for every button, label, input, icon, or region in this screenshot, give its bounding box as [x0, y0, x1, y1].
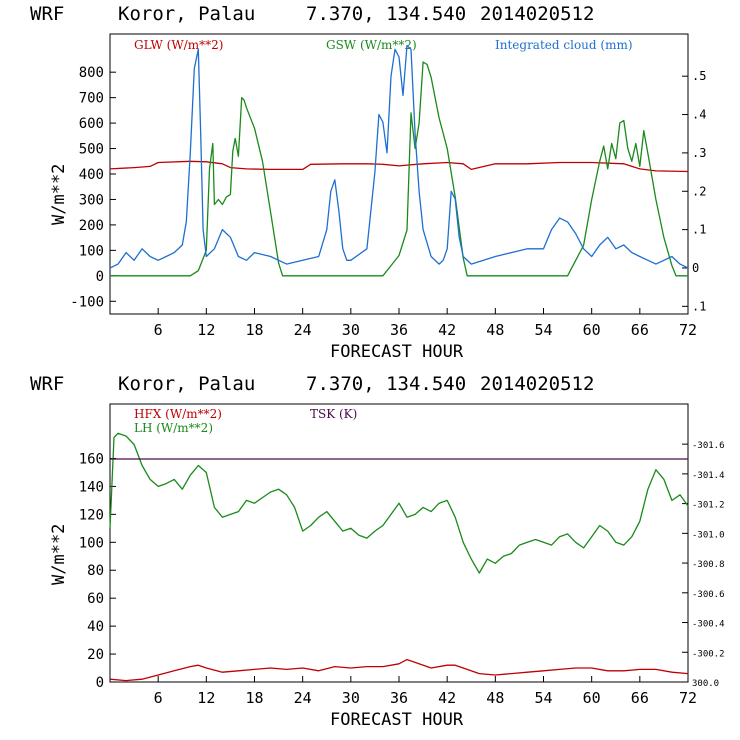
bottom-plot-frame	[109, 403, 689, 683]
legend-hfx: HFX (W/m**2)	[134, 407, 222, 421]
series-line-glw	[109, 160, 689, 173]
bottom-y2-tick-label: 300.0	[692, 679, 719, 689]
bottom-y2-tick-label: -301.2	[692, 501, 725, 511]
top-x-tick-label: 42	[438, 321, 456, 339]
legend-gsw: GSW (W/m**2)	[326, 38, 417, 52]
bottom-y2-tick-label: -300.4	[692, 620, 725, 630]
bottom-y2-tick-label: -301.0	[692, 530, 725, 540]
top-x-axis-ticks: 6 12 18 24 30 36 42 48 54 60 66 72	[154, 308, 697, 339]
bottom-x-tick-label: 72	[679, 689, 697, 707]
top-y-tick-label: 500	[79, 142, 104, 158]
top-series-group	[109, 44, 689, 277]
bottom-y-tick-label: 60	[87, 591, 104, 607]
bottom-x-axis-label: FORECAST HOUR	[330, 710, 464, 730]
bottom-y2-tick-label: -301.6	[692, 441, 725, 451]
bottom-y-tick-label: 40	[87, 619, 104, 635]
top-left-axis-ticks: -100 0 100 200 300 400 500 600 700 800	[70, 65, 116, 310]
top-header-model: WRF	[30, 3, 64, 25]
top-y-tick-label: 300	[79, 192, 104, 208]
bottom-header-coords: 7.370, 134.540	[306, 373, 466, 395]
bottom-left-axis-ticks: 0 20 40 60 80 100 120 140 160	[79, 451, 116, 691]
bottom-x-tick-label: 36	[390, 689, 408, 707]
top-y-tick-label: 800	[79, 65, 104, 81]
top-x-tick-label: 12	[197, 321, 215, 339]
top-x-tick-label: 54	[534, 321, 552, 339]
top-y2-tick-label: .1	[692, 223, 706, 237]
bottom-series-group	[109, 432, 689, 682]
top-y-tick-label: 600	[79, 116, 104, 132]
bottom-y2-tick-label: -300.6	[692, 590, 725, 600]
top-y2-tick-label: 0	[692, 261, 699, 275]
top-y-tick-label: 100	[79, 243, 104, 259]
top-y2-tick-label: .5	[692, 69, 706, 83]
bottom-y2-tick-label: -300.8	[692, 560, 725, 570]
top-y2-tick-label: .3	[692, 146, 706, 160]
bottom-y-tick-label: 160	[79, 451, 104, 467]
bottom-x-tick-label: 24	[294, 689, 312, 707]
series-line-cloud	[109, 44, 689, 269]
bottom-x-tick-label: 18	[245, 689, 263, 707]
top-x-tick-label: 6	[154, 321, 163, 339]
bottom-x-tick-label: 12	[197, 689, 215, 707]
bottom-y-tick-label: 0	[96, 675, 104, 691]
bottom-y2-tick-label: -300.2	[692, 649, 725, 659]
bottom-x-tick-label: 60	[583, 689, 601, 707]
top-y-axis-label: W/m**2	[49, 164, 69, 225]
series-line-lh	[109, 432, 689, 574]
bottom-y-tick-label: 20	[87, 647, 104, 663]
bottom-header-init: 2014020512	[480, 373, 594, 395]
bottom-y-axis-label: W/m**2	[49, 524, 69, 585]
top-y-tick-label: 400	[79, 167, 104, 183]
legend-tsk: TSK (K)	[310, 407, 357, 421]
top-y-tick-label: 700	[79, 91, 104, 107]
bottom-y2-tick-label: -301.4	[692, 471, 725, 481]
top-y-tick-label: 0	[96, 269, 104, 285]
top-y2-tick-label: .4	[692, 108, 706, 122]
top-x-tick-label: 48	[486, 321, 504, 339]
bottom-y-tick-label: 120	[79, 507, 104, 523]
bottom-x-axis-ticks: 6 12 18 24 30 36 42 48 54 60 66 72	[154, 676, 697, 707]
series-line-hfx	[109, 658, 689, 682]
top-header-location: Koror, Palau	[118, 3, 255, 25]
bottom-x-tick-label: 54	[534, 689, 552, 707]
bottom-x-tick-label: 66	[631, 689, 649, 707]
top-y2-tick-label: .1	[692, 299, 706, 313]
top-x-tick-label: 30	[342, 321, 360, 339]
bottom-x-tick-label: 48	[486, 689, 504, 707]
top-x-tick-label: 36	[390, 321, 408, 339]
top-x-tick-label: 60	[583, 321, 601, 339]
bottom-y-tick-label: 140	[79, 479, 104, 495]
legend-lh: LH (W/m**2)	[134, 421, 213, 435]
top-x-tick-label: 24	[294, 321, 312, 339]
bottom-x-tick-label: 42	[438, 689, 456, 707]
top-header-init: 2014020512	[480, 3, 594, 25]
top-right-axis-ticks: .1 0 .1 .2 .3 .4 .5	[682, 69, 706, 313]
top-y2-tick-label: .2	[692, 184, 706, 198]
series-line-gsw	[110, 61, 688, 277]
top-header-coords: 7.370, 134.540	[306, 3, 466, 25]
bottom-y-tick-label: 80	[87, 563, 104, 579]
bottom-panel: WRF Koror, Palau 7.370, 134.540 20140205…	[30, 373, 725, 730]
bottom-header-location: Koror, Palau	[118, 373, 255, 395]
top-x-axis-label: FORECAST HOUR	[330, 342, 464, 362]
legend-cloud: Integrated cloud (mm)	[495, 38, 633, 52]
bottom-x-tick-label: 6	[154, 689, 163, 707]
legend-glw: GLW (W/m**2)	[134, 38, 223, 52]
top-x-tick-label: 18	[245, 321, 263, 339]
bottom-right-axis-ticks: 300.0 -300.2 -300.4 -300.6 -300.8 -301.0 -301.…	[682, 441, 725, 689]
top-panel: WRF Koror, Palau 7.370, 134.540 20140205…	[30, 3, 706, 362]
bottom-y-tick-label: 100	[79, 535, 104, 551]
top-y-tick-label: 200	[79, 218, 104, 234]
top-x-tick-label: 66	[631, 321, 649, 339]
top-x-tick-label: 72	[679, 321, 697, 339]
bottom-x-tick-label: 30	[342, 689, 360, 707]
bottom-header-model: WRF	[30, 373, 64, 395]
top-y-tick-label: -100	[70, 294, 104, 310]
